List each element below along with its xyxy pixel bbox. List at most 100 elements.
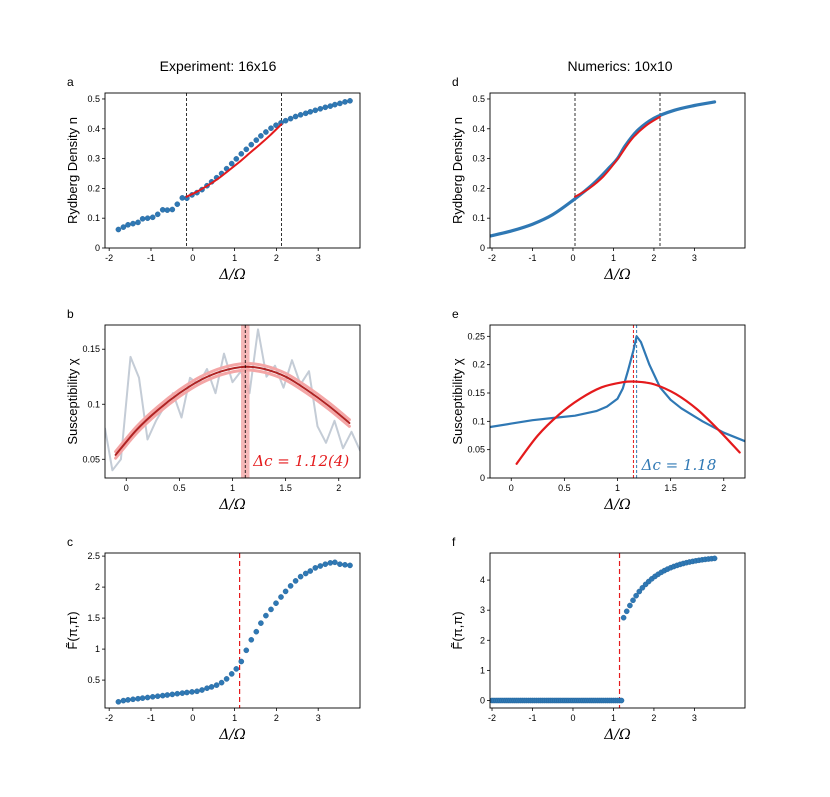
y-axis-label: Rydberg Density n — [65, 117, 80, 224]
x-tick-label: 1 — [232, 713, 237, 723]
x-tick-label: -2 — [105, 253, 113, 263]
x-tick-label: -1 — [147, 253, 155, 263]
axes-frame — [489, 552, 746, 709]
raw-susceptibility-line — [105, 328, 360, 472]
data-point — [292, 113, 299, 120]
data-point — [312, 565, 319, 571]
x-tick-label: 0 — [509, 483, 514, 493]
data-point — [218, 679, 225, 686]
data-point — [174, 201, 181, 207]
data-point — [233, 666, 240, 672]
x-tick-label: 3 — [316, 253, 321, 263]
data-point — [149, 214, 156, 221]
data-point — [233, 156, 240, 162]
panel-label: a — [67, 75, 74, 89]
data-point — [208, 684, 215, 690]
x-tick-label: -1 — [528, 253, 536, 263]
data-point — [342, 562, 348, 568]
plot-area — [490, 325, 745, 478]
x-tick-label: 0 — [190, 713, 195, 723]
y-tick-label: 0.2 — [472, 183, 485, 193]
data-point — [268, 125, 274, 131]
x-tick-label: -2 — [488, 253, 496, 263]
data-point — [282, 117, 289, 124]
data-point — [243, 146, 250, 153]
fit-curve — [574, 115, 661, 198]
x-tick-label: 3 — [692, 713, 697, 723]
data-point — [149, 694, 156, 700]
data-point — [169, 206, 176, 213]
y-axis-label: F̃(π,π) — [65, 611, 80, 649]
data-point — [322, 561, 329, 568]
y-tick-label: 0.5 — [472, 94, 485, 104]
data-point — [164, 692, 171, 698]
y-tick-label: 0.25 — [467, 331, 485, 341]
data-point — [273, 122, 279, 128]
x-tick-label: 1.5 — [279, 483, 292, 493]
data-point — [248, 637, 255, 643]
data-point — [144, 215, 151, 221]
x-axis-label: Δ/Ω — [218, 267, 246, 283]
x-tick-label: 0 — [124, 483, 129, 493]
data-point — [238, 150, 245, 157]
x-tick-label: 1 — [615, 483, 620, 493]
y-tick-label: 0.15 — [467, 388, 485, 398]
y-axis-label: Susceptibility χ — [65, 358, 80, 444]
data-point-rise — [620, 614, 627, 621]
data-point — [184, 689, 190, 696]
data-point — [327, 560, 334, 566]
y-tick-label: 0 — [480, 695, 485, 705]
x-tick-label: 1 — [611, 253, 616, 263]
y-tick-label: 0.1 — [472, 213, 485, 223]
x-tick-label: 0 — [570, 713, 575, 723]
data-point — [332, 101, 338, 108]
data-point — [135, 219, 141, 226]
x-axis-label: Δ/Ω — [603, 497, 631, 513]
data-point — [238, 658, 245, 665]
data-point — [248, 141, 255, 148]
y-tick-label: 0.2 — [472, 360, 485, 370]
y-tick-label: 1.5 — [87, 613, 100, 623]
y-tick-label: 0.5 — [87, 675, 100, 685]
axes-frame — [104, 324, 361, 479]
y-tick-label: 0.5 — [87, 94, 100, 104]
data-point — [297, 112, 304, 118]
data-point — [273, 600, 279, 607]
data-point — [130, 220, 136, 227]
data-point — [194, 688, 200, 695]
data-point — [347, 562, 353, 569]
x-tick-label: 0.5 — [173, 483, 186, 493]
data-point — [135, 695, 141, 702]
data-point — [263, 129, 269, 135]
data-point — [228, 671, 235, 677]
x-axis-label: Δ/Ω — [603, 727, 631, 743]
y-tick-label: 0.1 — [87, 213, 100, 223]
data-point-rise — [636, 588, 643, 595]
data-point — [342, 99, 348, 105]
y-tick-label: 2 — [480, 635, 485, 645]
numerics-curve — [490, 100, 717, 238]
x-tick-label: 0 — [570, 253, 575, 263]
panel-label: e — [452, 307, 459, 321]
data-point-zero — [618, 697, 625, 704]
panel-label: b — [67, 307, 74, 321]
data-point — [322, 104, 329, 111]
left-column-title: Experiment: 16x16 — [160, 58, 277, 74]
data-point-rise — [633, 592, 639, 599]
data-point — [144, 694, 151, 701]
fit-uncertainty-band — [114, 361, 351, 454]
data-point — [179, 690, 186, 696]
data-point — [159, 692, 166, 699]
x-axis-label: Δ/Ω — [218, 497, 246, 513]
data-point — [120, 224, 127, 230]
fit-curve — [185, 123, 283, 198]
data-point — [337, 561, 343, 568]
x-tick-label: 1.5 — [664, 483, 677, 493]
axes-frame — [489, 324, 746, 479]
axes-frame — [489, 92, 746, 249]
data-point — [287, 583, 294, 589]
y-tick-label: 0.15 — [82, 344, 100, 354]
data-point — [120, 697, 127, 704]
data-point — [115, 226, 122, 233]
fit-curve — [515, 380, 741, 465]
